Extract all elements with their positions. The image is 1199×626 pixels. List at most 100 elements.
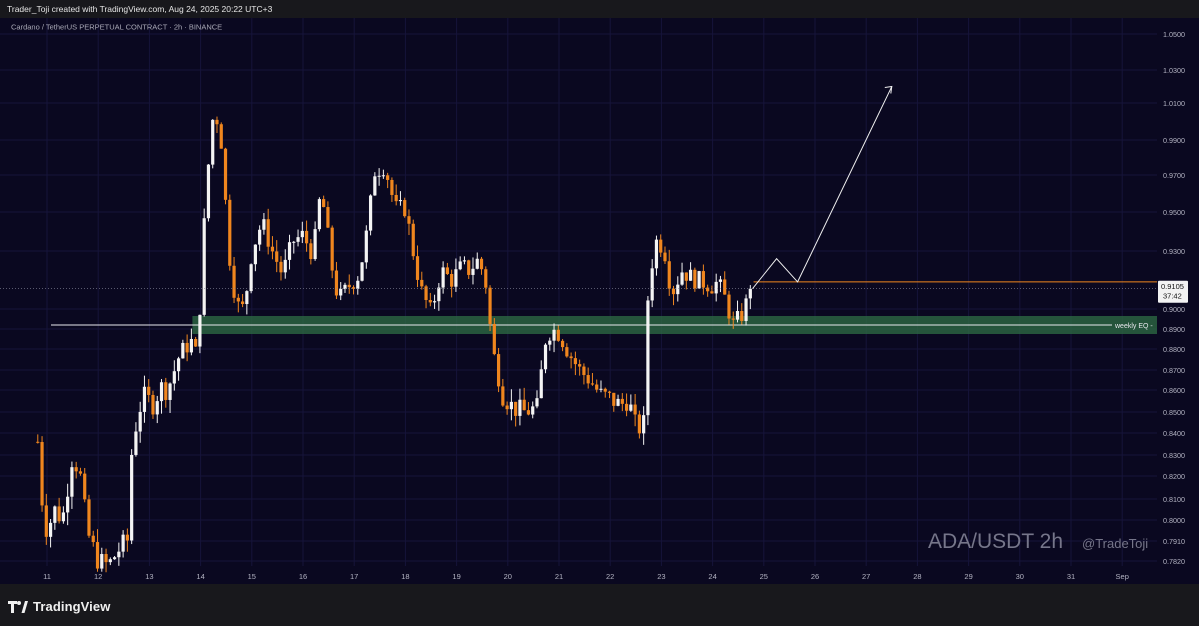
- candle-body: [347, 284, 351, 288]
- candle-body: [147, 386, 151, 395]
- candle-body: [258, 229, 262, 245]
- candle-body: [526, 410, 531, 415]
- chart-title: Cardano / TetherUS PERPETUAL CONTRACT · …: [11, 23, 222, 32]
- candle-body: [659, 239, 663, 253]
- candle-body: [364, 230, 368, 263]
- candle-body: [509, 401, 513, 410]
- candle-body: [211, 119, 215, 165]
- candle-body: [680, 272, 684, 285]
- candle-body: [351, 287, 356, 289]
- candle-body: [249, 264, 253, 292]
- candle-body: [603, 388, 607, 392]
- price-chart[interactable]: weekly EQ - 1.0500 1.0300 1.0100 0.9900 0.97…: [0, 18, 1199, 584]
- candle-body: [578, 364, 582, 367]
- author-watermark: @TradeToji: [1082, 536, 1148, 551]
- candle-body: [582, 366, 586, 376]
- candle-body: [100, 554, 104, 569]
- chart-background: [0, 18, 1199, 584]
- x-tick-label: 11: [43, 572, 51, 581]
- y-tick-label: 1.0100: [1163, 99, 1185, 108]
- y-tick-label: 0.8000: [1163, 516, 1185, 525]
- y-tick-label: 0.7820: [1163, 557, 1185, 566]
- candle-body: [475, 258, 479, 269]
- credit-text: Trader_Toji created with TradingView.com…: [7, 4, 273, 14]
- candle-body: [744, 298, 748, 321]
- candle-body: [471, 268, 475, 275]
- candle-body: [514, 401, 518, 416]
- candle-body: [706, 287, 710, 292]
- x-tick-label: 25: [760, 572, 768, 581]
- candle-body: [595, 384, 599, 390]
- candle-body: [317, 199, 321, 230]
- y-tick-label: 0.9900: [1163, 136, 1185, 145]
- candle-body: [518, 399, 522, 416]
- x-tick-label: 20: [504, 572, 512, 581]
- candle-body: [531, 406, 535, 415]
- candle-body: [334, 270, 339, 296]
- candle-body: [343, 284, 347, 289]
- candle-body: [697, 271, 701, 289]
- projection-arrowhead: [884, 85, 893, 94]
- candle-body: [326, 207, 330, 228]
- candle-body: [164, 382, 168, 400]
- countdown-label: 37:42: [1163, 292, 1182, 301]
- tradingview-logo-icon: [8, 600, 28, 613]
- y-tick-label: 0.8200: [1163, 472, 1185, 481]
- candle-body: [693, 269, 697, 289]
- candle-body: [684, 272, 688, 281]
- candle-body: [74, 467, 78, 472]
- candle-body: [70, 467, 74, 497]
- candle-body: [437, 287, 441, 302]
- candle-body: [748, 288, 752, 299]
- candle-body: [240, 301, 245, 305]
- candle-body: [505, 405, 509, 410]
- candle-body: [283, 259, 287, 273]
- y-tick-label: 0.9500: [1163, 208, 1185, 217]
- x-tick-label: 29: [964, 572, 972, 581]
- candle-body: [78, 471, 83, 474]
- candle-body: [304, 230, 309, 244]
- candle-body: [381, 175, 385, 177]
- y-tick-label: 0.8300: [1163, 451, 1185, 460]
- x-tick-label: 31: [1067, 572, 1075, 581]
- last-price-tag: [1158, 280, 1188, 303]
- candle-body: [275, 251, 279, 262]
- candle-body: [654, 239, 659, 269]
- x-tick-label: 22: [606, 572, 614, 581]
- chart-frame[interactable]: weekly EQ - 1.0500 1.0300 1.0100 0.9900 0.97…: [0, 18, 1199, 584]
- candle-body: [403, 200, 407, 217]
- tradingview-logo[interactable]: TradingView: [8, 599, 110, 614]
- candle-body: [552, 329, 556, 341]
- candle-body: [612, 392, 616, 406]
- candle-body: [539, 369, 543, 399]
- candle-body: [462, 260, 467, 262]
- y-tick-label: 0.8100: [1163, 495, 1185, 504]
- candle-body: [253, 244, 257, 265]
- candle-body: [432, 301, 437, 303]
- candle-body: [633, 404, 637, 415]
- tradingview-logo-text: TradingView: [33, 599, 111, 614]
- candle-body: [292, 241, 296, 243]
- y-tick-label: 0.8500: [1163, 408, 1185, 417]
- candle-body: [415, 256, 420, 280]
- candle-body: [390, 179, 394, 195]
- candle-body: [40, 442, 44, 506]
- candle-body: [607, 391, 612, 393]
- y-tick-label: 0.8700: [1163, 366, 1185, 375]
- candle-body: [501, 386, 505, 406]
- candle-body: [616, 398, 620, 406]
- candle-body: [87, 499, 91, 536]
- candle-body: [629, 404, 633, 411]
- candle-body: [411, 223, 415, 257]
- x-tick-label: 18: [401, 572, 409, 581]
- candle-body: [492, 323, 496, 355]
- y-tick-label: 0.9300: [1163, 247, 1185, 256]
- drawings: [0, 85, 1157, 290]
- candle-body: [488, 287, 492, 324]
- candle-body: [232, 265, 236, 298]
- candle-body: [454, 269, 458, 287]
- candle-body: [565, 347, 569, 357]
- candle-body: [445, 267, 449, 275]
- x-tick-label: 26: [811, 572, 819, 581]
- candle-body: [676, 284, 680, 295]
